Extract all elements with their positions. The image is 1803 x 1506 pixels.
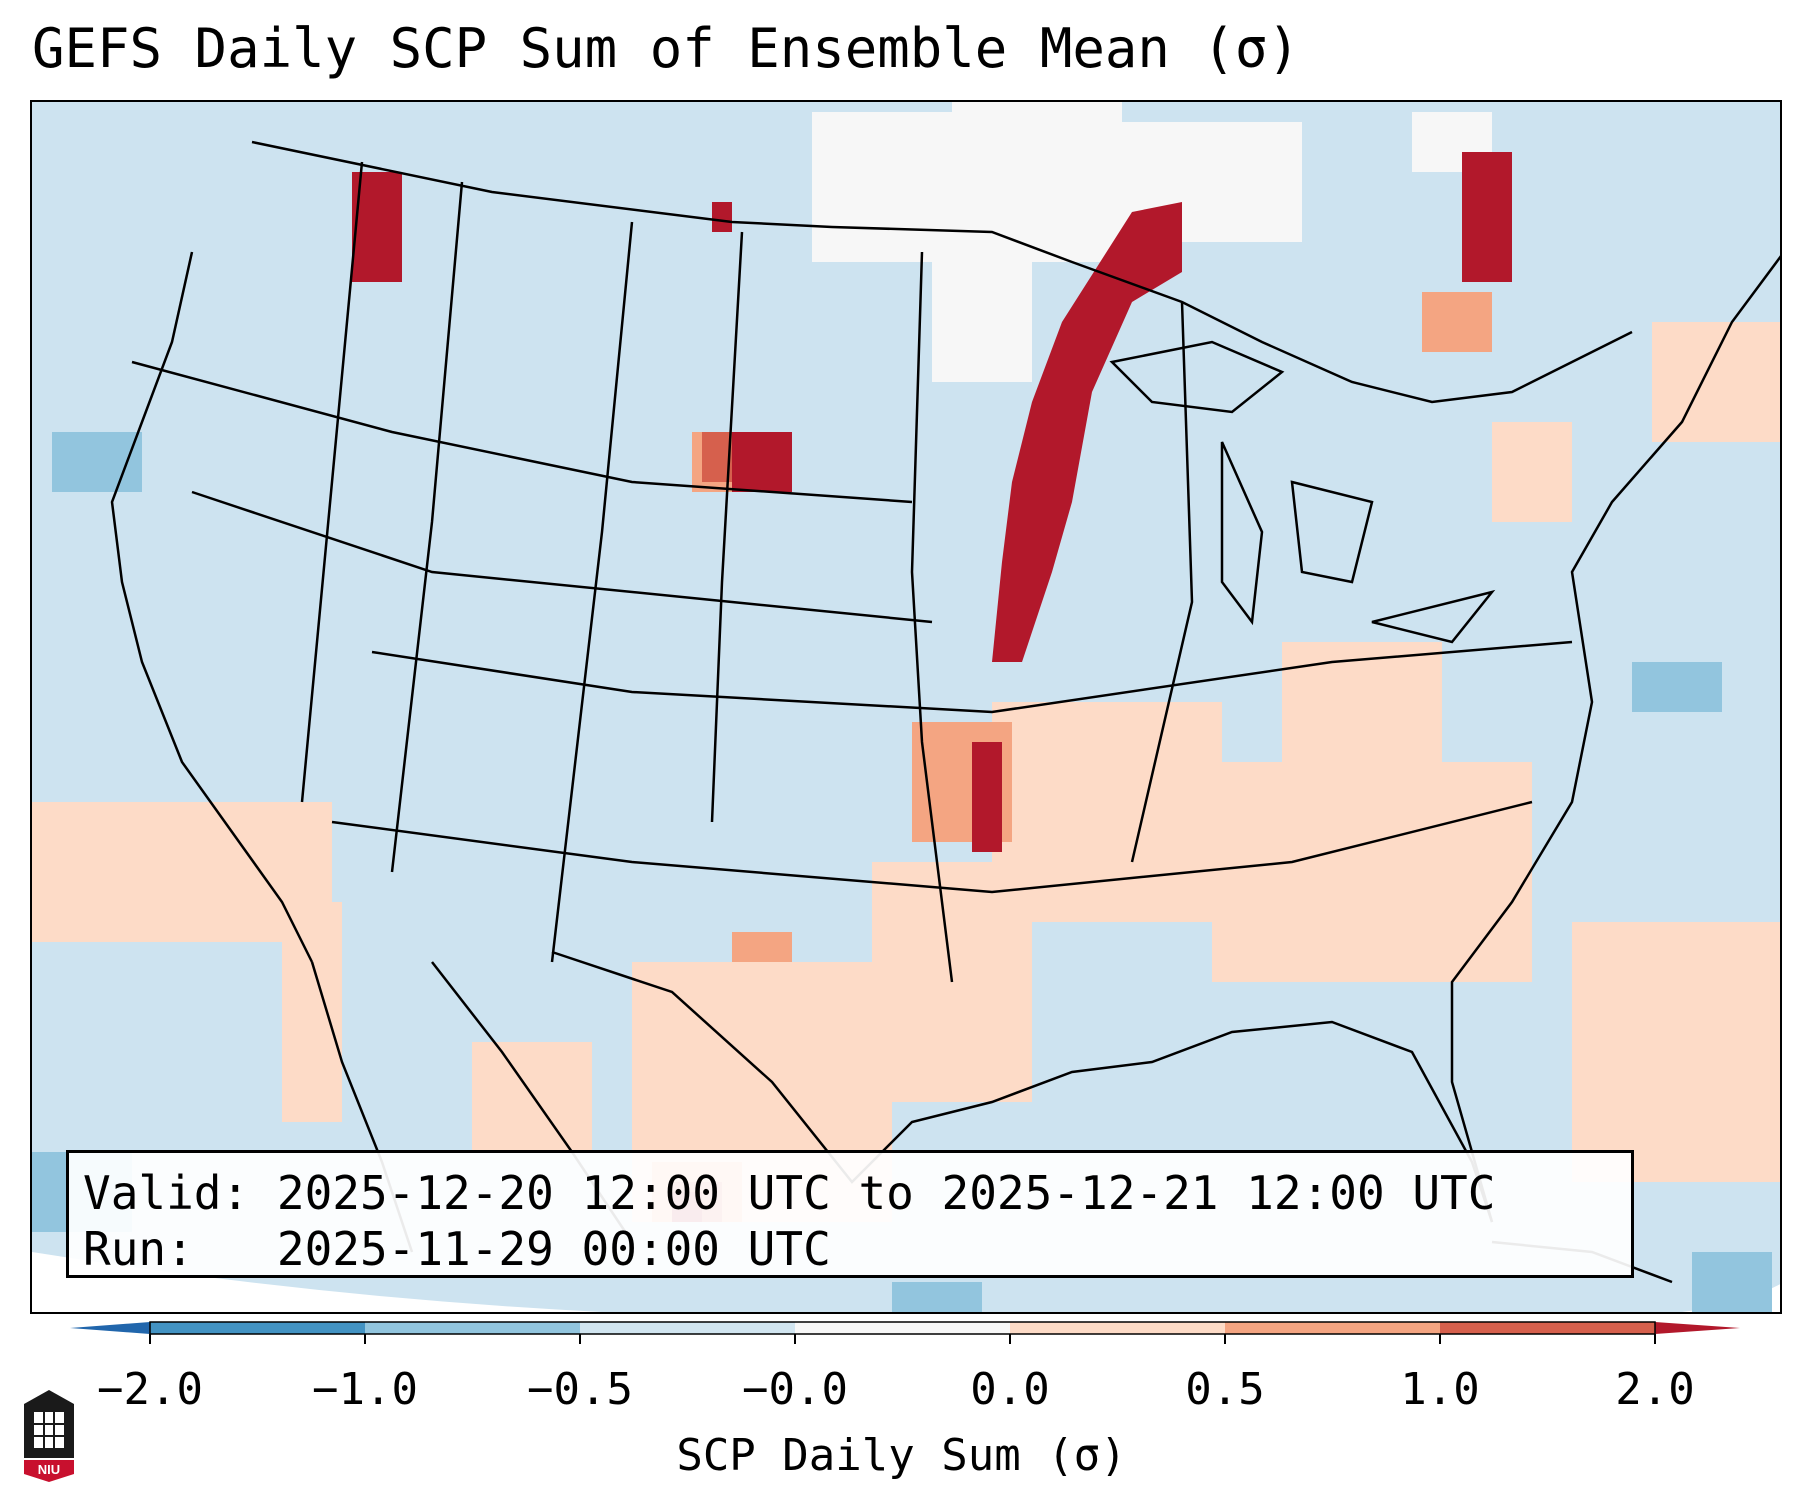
valid-value: 2025-12-20 12:00 UTC to 2025-12-21 12:00… — [276, 1166, 1496, 1220]
logo-text: NIU — [38, 1462, 60, 1477]
colorbar-tick-label: −1.0 — [312, 1364, 418, 1415]
scp-anomaly-map — [32, 102, 1780, 1312]
colorbar-bin-6 — [1225, 1322, 1440, 1334]
colorbar-bin-5 — [1010, 1322, 1225, 1334]
logo-grid — [34, 1412, 64, 1448]
logo-window — [34, 1412, 64, 1448]
logo-banner — [24, 1460, 74, 1482]
projection-edge-left — [32, 1252, 603, 1312]
run-value: 2025-11-29 00:00 UTC — [276, 1222, 831, 1276]
colorbar-tick-label: 0.0 — [970, 1364, 1050, 1415]
colorbar-label: SCP Daily Sum (σ) — [676, 1430, 1127, 1481]
colorbar-tick-label: −0.0 — [742, 1364, 848, 1415]
colorbar-tick-label: −0.5 — [527, 1364, 633, 1415]
valid-label: Valid: — [83, 1166, 250, 1220]
colorbar-ticks — [149, 1334, 1656, 1344]
niu-logo: NIU — [24, 1390, 74, 1482]
valid-time-box: Valid: 2025-12-20 12:00 UTC to 2025-12-2… — [66, 1150, 1634, 1278]
light-positive-region — [32, 322, 1780, 1222]
state-borders — [110, 140, 1780, 1284]
near-zero-region — [812, 102, 1492, 382]
colorbar-tick-label: 2.0 — [1615, 1364, 1695, 1415]
colorbar-tick-label: 1.0 — [1400, 1364, 1480, 1415]
colorbar-bin-7 — [1440, 1322, 1655, 1334]
colorbar-bin-1 — [150, 1322, 365, 1334]
colorbar-bin-2 — [365, 1322, 580, 1334]
colorbar-outline — [149, 1321, 1656, 1335]
colorbar-tick-label: −2.0 — [97, 1364, 203, 1415]
colorbar-bin-3 — [580, 1322, 795, 1334]
colorbar — [70, 1321, 1740, 1344]
run-label: Run: — [83, 1222, 194, 1276]
colorbar-tick-label: 0.5 — [1185, 1364, 1265, 1415]
map-title: GEFS Daily SCP Sum of Ensemble Mean (σ) — [32, 17, 1300, 80]
colorbar-extend-high — [1655, 1322, 1740, 1334]
map-panel — [30, 100, 1782, 1314]
colorbar-bin-4 — [795, 1322, 1010, 1334]
colorbar-extend-low — [70, 1322, 150, 1334]
